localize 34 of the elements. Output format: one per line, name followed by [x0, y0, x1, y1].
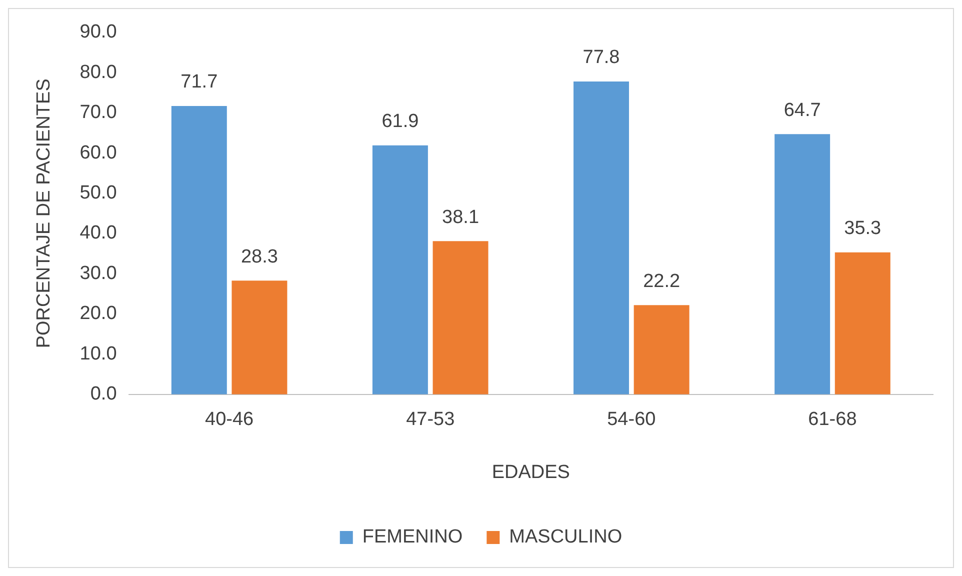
legend-label: MASCULINO [509, 526, 622, 548]
y-tick-label: 20.0 [80, 303, 117, 324]
y-tick-label: 70.0 [80, 102, 117, 124]
legend-label: FEMENINO [362, 526, 463, 548]
data-label: 64.7 [784, 100, 821, 121]
bar [232, 280, 288, 394]
x-tick-label: 40-46 [205, 409, 254, 430]
y-tick-label: 0.0 [90, 384, 117, 405]
bar [834, 252, 890, 394]
bar [432, 241, 488, 394]
data-label: 77.8 [582, 47, 620, 68]
bar [372, 145, 428, 394]
x-tick-label: 61-68 [808, 409, 857, 430]
y-tick-label: 40.0 [80, 222, 117, 244]
y-tick-label: 60.0 [80, 142, 117, 164]
y-tick-label: 90.0 [80, 22, 117, 43]
bar [574, 81, 630, 394]
x-axis-title: EDADES [492, 462, 570, 483]
data-label: 35.3 [844, 218, 882, 240]
y-tick-label: 50.0 [80, 182, 117, 204]
y-tick-label: 80.0 [80, 62, 117, 83]
data-label: 28.3 [240, 246, 278, 268]
y-tick-label: 10.0 [80, 343, 117, 364]
x-tick-label: 47-53 [406, 409, 455, 430]
x-tick-label: 54-60 [607, 409, 656, 430]
bar [774, 134, 830, 394]
bar [634, 305, 690, 394]
data-label: 38.1 [442, 206, 480, 228]
y-tick-label: 30.0 [80, 262, 117, 284]
y-axis-title: PORCENTAJE DE PACIENTES [34, 78, 55, 348]
data-label: 22.2 [643, 270, 680, 292]
data-label: 61.9 [382, 111, 419, 132]
bar [171, 106, 227, 394]
data-label: 71.7 [180, 72, 218, 93]
